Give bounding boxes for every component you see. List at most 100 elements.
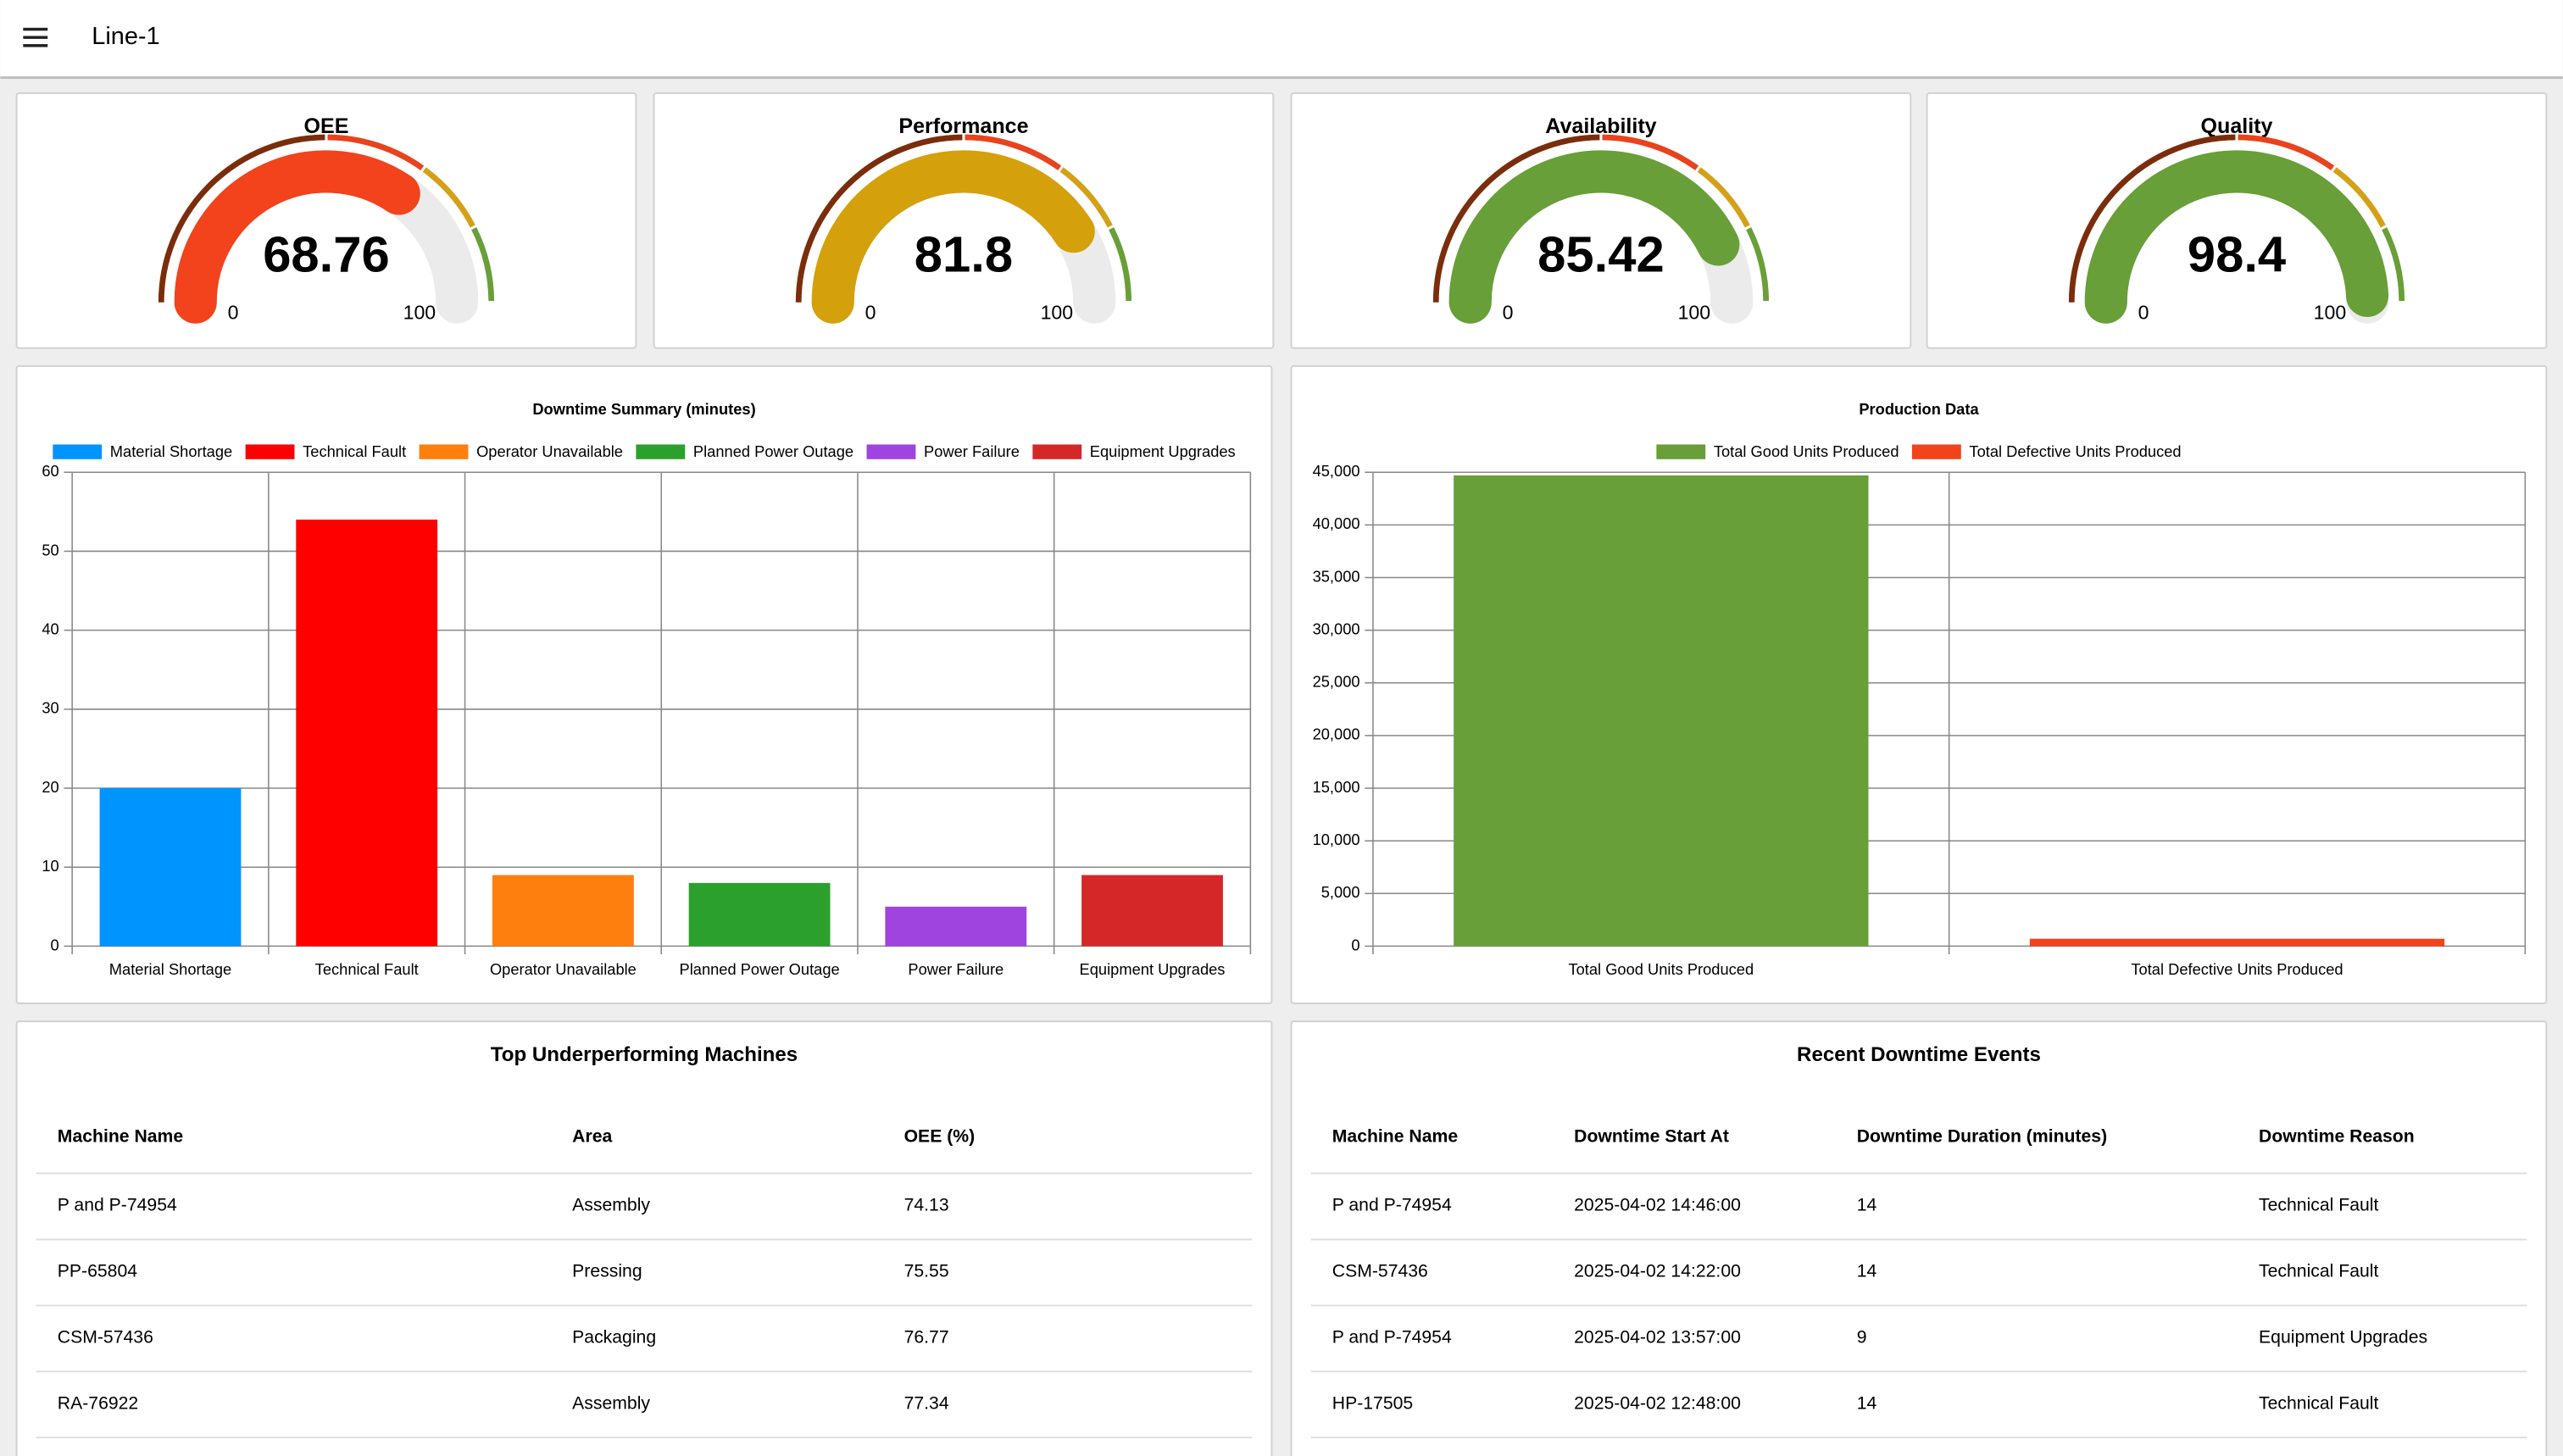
legend-swatch xyxy=(636,444,686,459)
gauge-band xyxy=(1697,167,1750,228)
gauge-value-arc xyxy=(1448,150,1740,324)
legend-label[interactable]: Material Shortage xyxy=(110,442,232,460)
column-header: Area xyxy=(572,1127,612,1147)
y-tick-label: 50 xyxy=(42,541,58,559)
table-cell: 74.13 xyxy=(904,1196,949,1215)
legend-label[interactable]: Total Defective Units Produced xyxy=(1969,442,2181,460)
legend-swatch xyxy=(1032,444,1082,459)
gauge-value: 98.4 xyxy=(2188,225,2286,282)
gauge-band xyxy=(1109,227,1132,302)
legend-label[interactable]: Technical Fault xyxy=(303,442,406,460)
legend-swatch xyxy=(1656,444,1706,459)
app-bar xyxy=(0,0,2563,77)
table-cell: Technical Fault xyxy=(2259,1393,2378,1413)
table-cell: Technical Fault xyxy=(2259,1261,2378,1281)
gauge-band xyxy=(327,134,425,170)
gauge-band xyxy=(1602,134,1699,170)
table-cell: 75.55 xyxy=(904,1261,949,1281)
table-cell: CSM-57436 xyxy=(1332,1261,1428,1281)
gauge-tick-label: 100 xyxy=(1041,301,1074,323)
card xyxy=(15,1020,1273,1456)
x-tick-label: Material Shortage xyxy=(109,960,231,978)
table-cell: CSM-57436 xyxy=(58,1327,153,1347)
table-title: Recent Downtime Events xyxy=(1797,1043,2041,1066)
bar xyxy=(885,906,1027,947)
y-tick-label: 30,000 xyxy=(1313,620,1360,637)
column-header: Machine Name xyxy=(1332,1127,1459,1147)
gauge-tick-label: 100 xyxy=(1678,301,1711,323)
bar xyxy=(1081,875,1223,947)
table-cell: 14 xyxy=(1857,1393,1877,1413)
bar xyxy=(99,788,242,947)
gauge-title: OEE xyxy=(304,114,349,138)
table-cell: P and P-74954 xyxy=(1332,1196,1452,1215)
table-cell: 2025-04-02 14:22:00 xyxy=(1574,1261,1741,1281)
legend-label[interactable]: Total Good Units Produced xyxy=(1714,442,1899,460)
y-tick-label: 45,000 xyxy=(1313,462,1360,480)
y-tick-label: 0 xyxy=(51,936,59,953)
table-cell: Technical Fault xyxy=(2259,1196,2378,1215)
gauge-band xyxy=(158,134,325,303)
bar xyxy=(2029,938,2445,947)
chart-title: Production Data xyxy=(1859,400,1979,418)
gauge-value-arc xyxy=(811,150,1095,324)
legend-label[interactable]: Equipment Upgrades xyxy=(1090,442,1236,460)
y-tick-label: 35,000 xyxy=(1313,567,1360,585)
legend-label[interactable]: Power Failure xyxy=(924,442,1020,460)
table-cell: 14 xyxy=(1857,1196,1877,1215)
table-cell: 2025-04-02 14:46:00 xyxy=(1574,1196,1741,1215)
y-tick-label: 60 xyxy=(42,462,58,480)
legend-label[interactable]: Operator Unavailable xyxy=(476,442,623,460)
table-cell: RA-76922 xyxy=(58,1393,138,1413)
y-tick-label: 30 xyxy=(42,699,58,717)
table-cell: 2025-04-02 13:57:00 xyxy=(1574,1327,1741,1347)
card xyxy=(1926,92,2548,349)
gauge-band xyxy=(2332,167,2386,228)
gauge-value-arc xyxy=(2084,150,2389,324)
y-tick-label: 40 xyxy=(42,620,58,637)
x-tick-label: Technical Fault xyxy=(315,960,419,978)
card xyxy=(15,92,637,349)
gauge-tick-label: 0 xyxy=(228,301,239,323)
table-cell: PP-65804 xyxy=(58,1261,137,1281)
gauge-value: 68.76 xyxy=(263,225,390,282)
gauge-band xyxy=(795,134,963,303)
column-header: Machine Name xyxy=(58,1127,184,1147)
table-cell: P and P-74954 xyxy=(58,1196,177,1215)
x-tick-label: Total Defective Units Produced xyxy=(2131,960,2343,978)
table-cell: 9 xyxy=(1857,1327,1867,1347)
gauge-title: Performance xyxy=(898,114,1028,138)
x-tick-label: Total Good Units Produced xyxy=(1568,960,1754,978)
y-tick-label: 40,000 xyxy=(1313,514,1360,532)
gauge-band xyxy=(2382,227,2405,302)
card xyxy=(653,92,1275,349)
gauge-band xyxy=(1746,227,1770,302)
legend-swatch xyxy=(419,444,469,459)
table-cell: Assembly xyxy=(572,1196,650,1215)
legend-label[interactable]: Planned Power Outage xyxy=(693,442,853,460)
table-cell: 2025-04-02 12:48:00 xyxy=(1574,1393,1741,1413)
legend-swatch xyxy=(53,444,103,459)
gauge-tick-label: 0 xyxy=(865,301,876,323)
x-tick-label: Operator Unavailable xyxy=(490,960,637,978)
gauge-title: Quality xyxy=(2201,114,2273,138)
y-tick-label: 15,000 xyxy=(1313,778,1360,796)
column-header: OEE (%) xyxy=(904,1127,976,1147)
gauge-value: 85.42 xyxy=(1537,225,1665,282)
menu-button[interactable] xyxy=(23,27,48,47)
table-cell: 14 xyxy=(1857,1261,1877,1281)
gauge-title: Availability xyxy=(1545,114,1656,138)
gauge-band xyxy=(422,167,475,228)
legend-swatch xyxy=(866,444,916,459)
x-tick-label: Equipment Upgrades xyxy=(1080,960,1226,978)
gauge-band xyxy=(2068,134,2236,303)
legend-swatch xyxy=(245,444,295,459)
column-header: Downtime Start At xyxy=(1574,1127,1729,1147)
card xyxy=(1290,1020,2548,1456)
card xyxy=(1290,92,1912,349)
gauge-band xyxy=(1432,134,1600,303)
x-tick-label: Planned Power Outage xyxy=(680,960,840,978)
gauge-band xyxy=(471,227,495,302)
gauge-tick-label: 100 xyxy=(2314,301,2347,323)
